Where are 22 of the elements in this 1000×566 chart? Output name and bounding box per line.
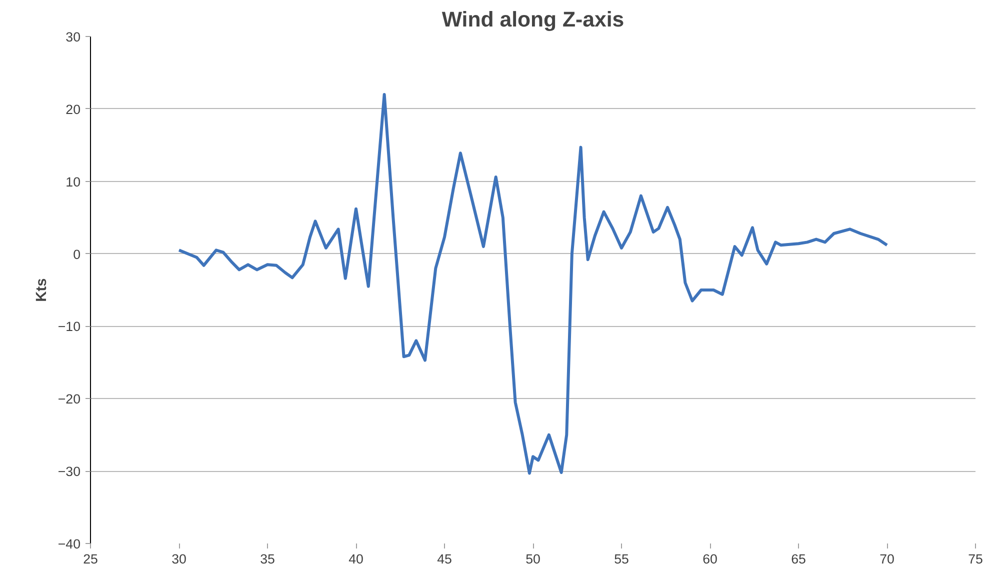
x-tick-label: 35	[260, 552, 275, 566]
x-tick-label: 70	[880, 552, 894, 566]
y-tick-label: −20	[58, 392, 80, 407]
y-tick-label: 30	[66, 30, 81, 44]
x-tick-label: 75	[968, 552, 983, 566]
y-axis-title: Kts	[34, 278, 50, 302]
y-tick-label: −30	[58, 464, 80, 480]
x-tick-label: 40	[348, 552, 364, 566]
y-tick-label: −10	[58, 319, 80, 334]
x-tick-label: 65	[791, 552, 806, 566]
line-series	[178, 92, 888, 475]
y-tick-label: −40	[58, 536, 80, 552]
x-tick-label: 55	[614, 552, 629, 566]
x-tick-label: 60	[702, 552, 718, 566]
x-tick-label: 25	[83, 552, 98, 566]
y-tick-label: 10	[66, 174, 81, 190]
x-tick-label: 30	[172, 552, 186, 566]
y-tick-label: 20	[66, 102, 81, 117]
chart-title: Wind along Z-axis	[442, 8, 624, 32]
y-tick-label: 0	[73, 246, 81, 262]
x-tick-label: 50	[526, 552, 540, 566]
x-tick-label: 45	[437, 552, 452, 566]
